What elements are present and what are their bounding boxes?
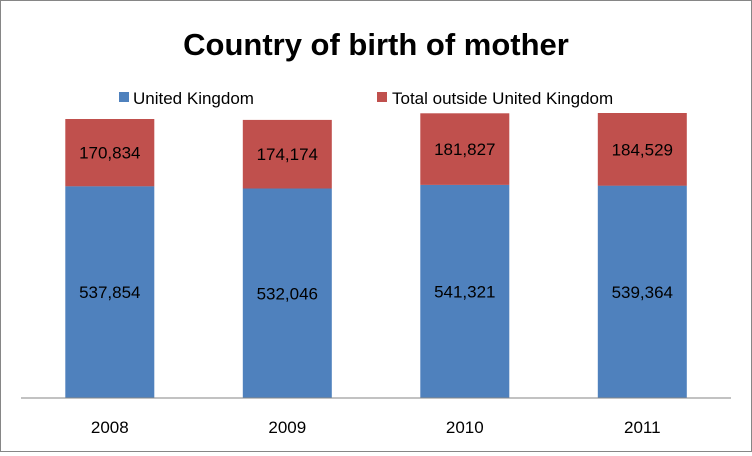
bar-united-kingdom-2010 bbox=[420, 184, 510, 398]
bar-united-kingdom-2011 bbox=[597, 185, 687, 398]
x-tick-label-2009: 2009 bbox=[268, 418, 306, 437]
x-axis-tick-labels: 2008 2009 2010 2011 bbox=[91, 418, 661, 437]
bars-group bbox=[65, 113, 687, 398]
legend-label-united-kingdom: United Kingdom bbox=[133, 89, 254, 108]
legend-item-total-outside-united-kingdom: Total outside United Kingdom bbox=[377, 89, 613, 108]
chart-title: Country of birth of mother bbox=[183, 27, 569, 62]
bar-united-kingdom-2009 bbox=[242, 188, 332, 398]
x-tick-label-2008: 2008 bbox=[91, 418, 129, 437]
legend-item-united-kingdom: United Kingdom bbox=[119, 89, 254, 108]
x-tick-label-2010: 2010 bbox=[446, 418, 484, 437]
x-tick-label-2011: 2011 bbox=[624, 418, 661, 437]
legend-swatch-total-outside-united-kingdom bbox=[377, 92, 387, 102]
legend: United Kingdom Total outside United King… bbox=[119, 89, 613, 108]
data-label-outside-uk-2009: 174,174 bbox=[257, 145, 318, 164]
value-labels-group: 537,854 170,834 532,046 174,174 541,321 181,8… bbox=[79, 140, 673, 303]
bar-outside-uk-2008 bbox=[65, 119, 155, 187]
data-label-united-kingdom-2008: 537,854 bbox=[79, 283, 140, 302]
bar-outside-uk-2009 bbox=[242, 119, 332, 189]
bar-outside-uk-2010 bbox=[420, 113, 510, 185]
legend-swatch-united-kingdom bbox=[119, 92, 129, 102]
data-label-united-kingdom-2011: 539,364 bbox=[612, 283, 673, 302]
data-label-outside-uk-2011: 184,529 bbox=[612, 140, 673, 159]
data-label-united-kingdom-2010: 541,321 bbox=[434, 282, 495, 301]
legend-label-total-outside-united-kingdom: Total outside United Kingdom bbox=[392, 89, 613, 108]
data-label-outside-uk-2008: 170,834 bbox=[79, 144, 140, 163]
data-label-outside-uk-2010: 181,827 bbox=[434, 140, 495, 159]
bar-united-kingdom-2008 bbox=[65, 186, 155, 398]
data-label-united-kingdom-2009: 532,046 bbox=[257, 284, 318, 303]
bar-outside-uk-2011 bbox=[597, 113, 687, 186]
